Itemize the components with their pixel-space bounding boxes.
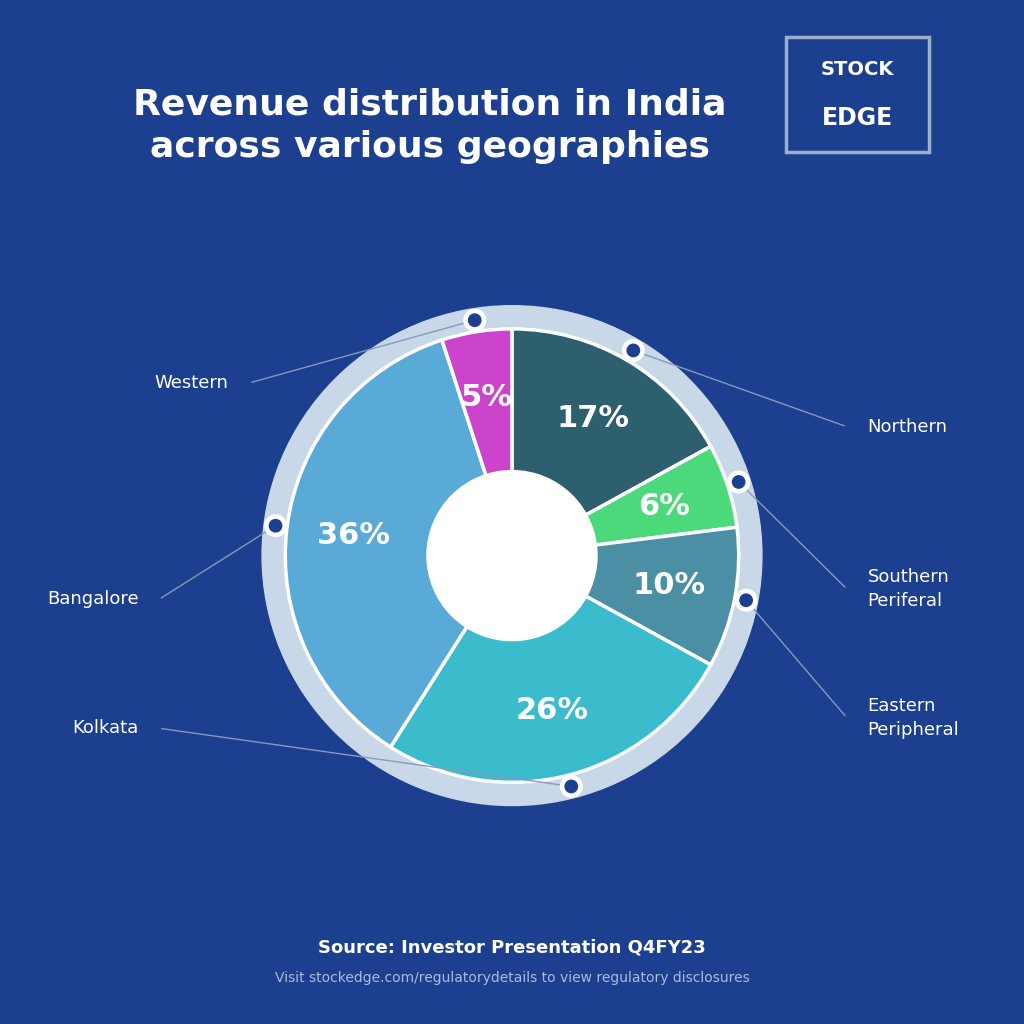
Text: 6%: 6% [638, 492, 690, 521]
Circle shape [427, 471, 597, 641]
Text: 36%: 36% [317, 521, 390, 550]
Text: STOCK: STOCK [821, 59, 894, 79]
Circle shape [269, 519, 282, 531]
Circle shape [732, 476, 744, 488]
Circle shape [262, 306, 762, 806]
Text: Kolkata: Kolkata [72, 719, 138, 737]
Circle shape [286, 329, 738, 782]
Wedge shape [390, 556, 711, 782]
Circle shape [469, 314, 481, 327]
Circle shape [464, 309, 485, 331]
Text: 10%: 10% [633, 571, 706, 600]
Text: Bangalore: Bangalore [47, 591, 138, 608]
Text: 17%: 17% [557, 403, 630, 432]
Circle shape [265, 515, 287, 537]
Wedge shape [512, 446, 737, 556]
Wedge shape [286, 340, 512, 748]
Wedge shape [442, 329, 512, 556]
Circle shape [623, 340, 644, 361]
Text: Northern: Northern [867, 418, 947, 436]
Circle shape [735, 590, 757, 611]
Circle shape [740, 594, 753, 606]
Text: Visit stockedge.com/regulatorydetails to view regulatory disclosures: Visit stockedge.com/regulatorydetails to… [274, 971, 750, 985]
Circle shape [627, 344, 640, 356]
Text: 26%: 26% [515, 696, 588, 725]
Text: 5%: 5% [461, 383, 513, 413]
Wedge shape [512, 329, 711, 556]
Text: Source: Investor Presentation Q4FY23: Source: Investor Presentation Q4FY23 [318, 938, 706, 956]
Text: Revenue distribution in India
across various geographies: Revenue distribution in India across var… [133, 87, 727, 165]
Text: Western: Western [155, 374, 228, 392]
Text: EDGE: EDGE [822, 105, 893, 130]
Text: Southern
Periferal: Southern Periferal [867, 568, 949, 610]
Circle shape [565, 780, 578, 793]
Wedge shape [512, 527, 738, 665]
Circle shape [560, 775, 582, 798]
Text: Eastern
Peripheral: Eastern Peripheral [867, 697, 959, 738]
Circle shape [728, 471, 750, 493]
